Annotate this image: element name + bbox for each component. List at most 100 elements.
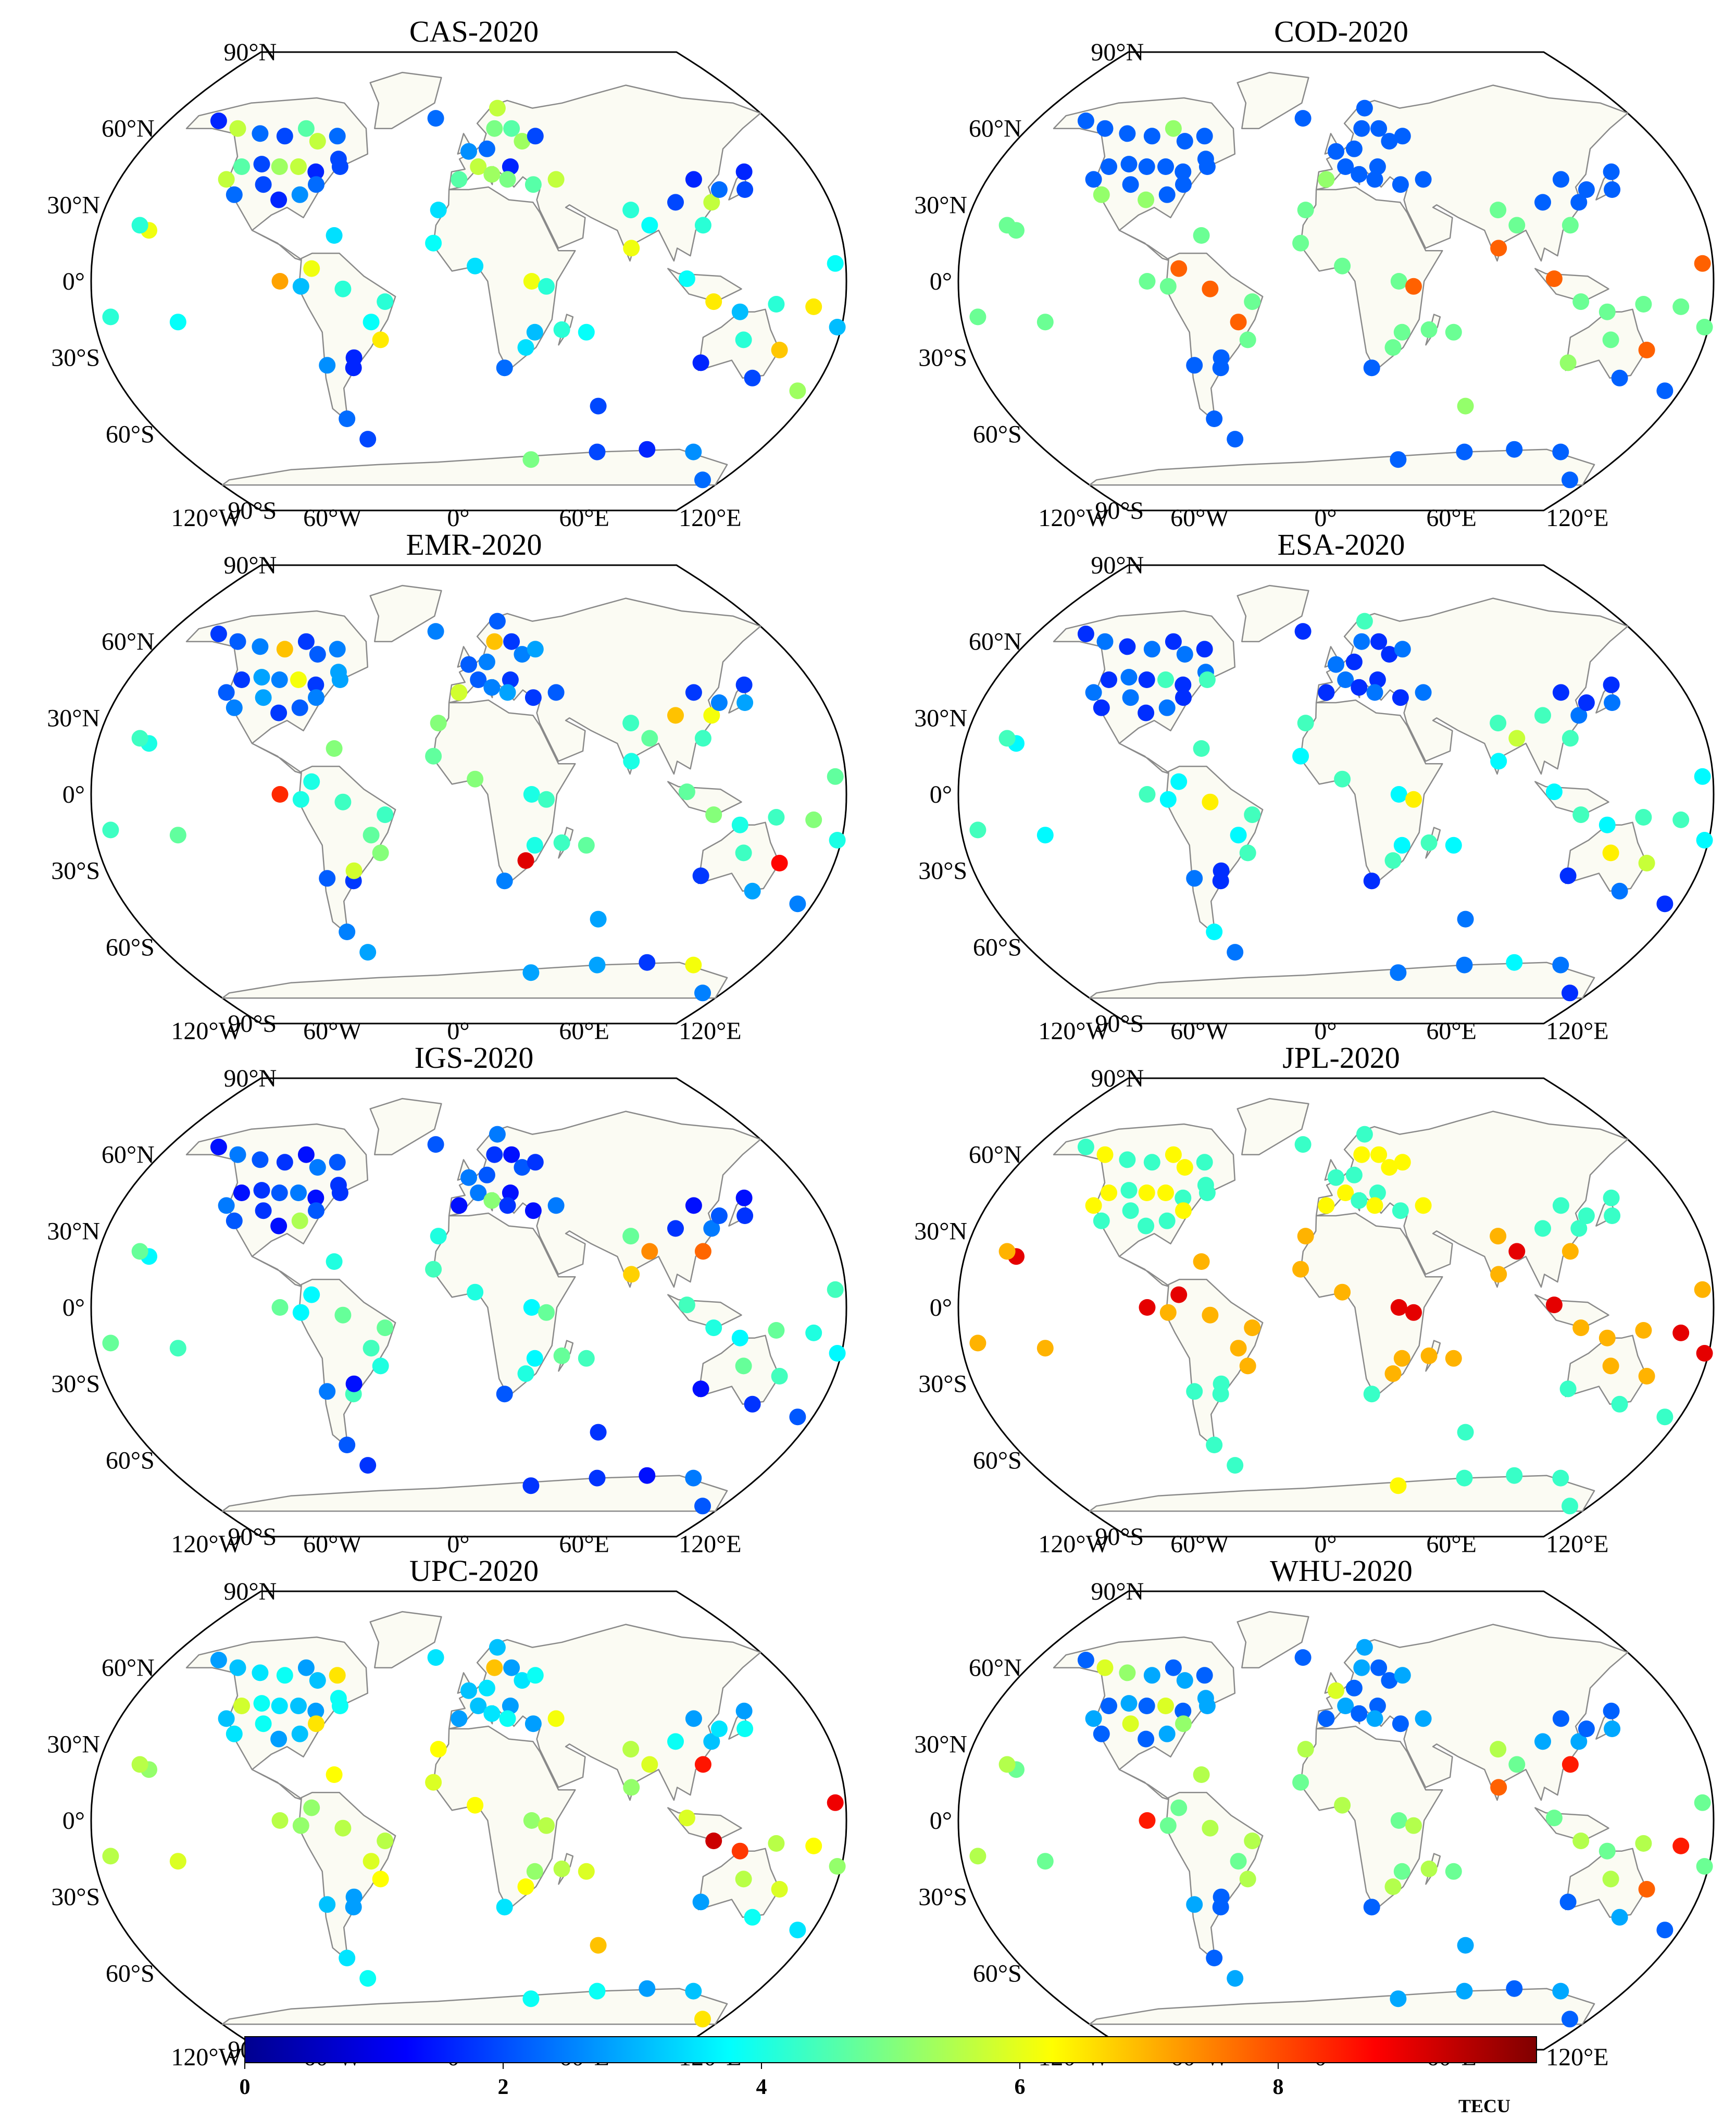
station-marker [1036,314,1054,331]
station-marker [1598,1842,1616,1860]
station-marker [1457,1424,1474,1441]
station-marker [1381,646,1398,663]
station-marker [1202,1306,1219,1324]
station-marker [377,1832,394,1850]
station-marker [1143,641,1160,658]
station-marker [1193,227,1210,244]
station-marker [1036,1853,1054,1870]
station-marker [1694,255,1711,272]
station-marker [271,786,289,803]
station-marker [1490,202,1507,219]
station-marker [252,125,269,142]
landmass [1237,584,1309,642]
station-marker [1405,1817,1422,1834]
lon-label: 60°W [1170,1017,1229,1045]
station-marker [1508,730,1526,747]
station-marker [523,1812,540,1829]
station-marker [1176,1672,1193,1689]
station-marker [252,638,269,655]
station-marker [499,1710,516,1727]
station-marker [359,1457,377,1474]
station-marker [744,1395,761,1413]
landmass [1300,186,1443,371]
colorbar-tick-label: 8 [1273,2075,1284,2099]
station-marker [345,1888,363,1905]
station-marker [1559,867,1577,884]
station-marker [1227,1970,1244,1987]
station-marker [1186,357,1203,374]
station-marker [694,1243,711,1260]
station-marker [578,1863,595,1880]
station-marker [590,1424,607,1441]
station-marker [478,1679,495,1697]
station-marker [1196,1154,1213,1171]
station-marker [523,786,540,803]
station-marker [522,1477,540,1494]
station-marker [499,684,516,701]
landmass [298,252,396,422]
station-marker [486,1146,503,1163]
station-marker [1506,1467,1523,1484]
station-marker [359,431,377,448]
station-marker [789,1922,806,1939]
station-marker [1353,120,1370,137]
station-marker [1119,1664,1136,1681]
station-marker [1036,827,1054,844]
station-marker [524,1715,542,1732]
station-marker [514,646,531,663]
station-marker [486,1659,503,1676]
station-marker [329,128,346,145]
station-marker [1490,240,1507,257]
station-marker [271,671,288,688]
station-marker [771,1368,788,1385]
station-marker [1562,471,1578,489]
station-marker [1603,1189,1620,1206]
station-marker [1213,1888,1230,1905]
station-marker [1157,158,1174,175]
panel-title: ESA-2020 [1278,528,1405,562]
station-marker [1143,1154,1160,1171]
station-marker [1604,694,1621,711]
station-marker [736,694,754,711]
station-marker [623,753,640,770]
lat-label: 90°N [223,39,277,66]
station-marker [1562,730,1579,747]
station-marker [326,227,343,244]
station-marker [1490,1741,1507,1758]
station-marker [1318,1197,1335,1214]
station-marker [771,855,788,871]
lat-label: 90°S [228,497,277,525]
station-marker [694,471,711,489]
station-marker [969,821,986,839]
station-marker [1196,128,1213,145]
lon-label: 120°E [679,1530,742,1558]
station-marker [1415,1710,1432,1727]
station-marker [1696,1345,1713,1362]
station-marker [1292,1261,1309,1278]
station-marker [1139,786,1156,803]
station-marker [372,331,389,348]
station-marker [1158,699,1176,716]
station-marker [685,1982,702,2000]
station-marker [233,158,250,175]
station-marker [1230,1853,1247,1870]
station-marker [685,171,702,188]
panel-title: EMR-2020 [406,528,542,562]
station-marker [1230,314,1247,331]
station-marker [1384,339,1402,356]
station-marker [131,217,148,234]
station-marker [377,806,394,824]
station-marker [1545,1810,1563,1827]
station-marker [1165,1659,1182,1676]
lat-label: 30°S [918,1884,967,1911]
station-marker [1506,1980,1523,1997]
station-marker [1420,1347,1438,1364]
lat-label: 0° [63,268,85,295]
station-marker [538,278,555,295]
lon-label: 120°E [1546,504,1609,532]
station-marker [522,451,540,468]
station-marker [1534,1733,1551,1750]
station-marker [526,323,543,341]
station-marker [253,1182,270,1199]
